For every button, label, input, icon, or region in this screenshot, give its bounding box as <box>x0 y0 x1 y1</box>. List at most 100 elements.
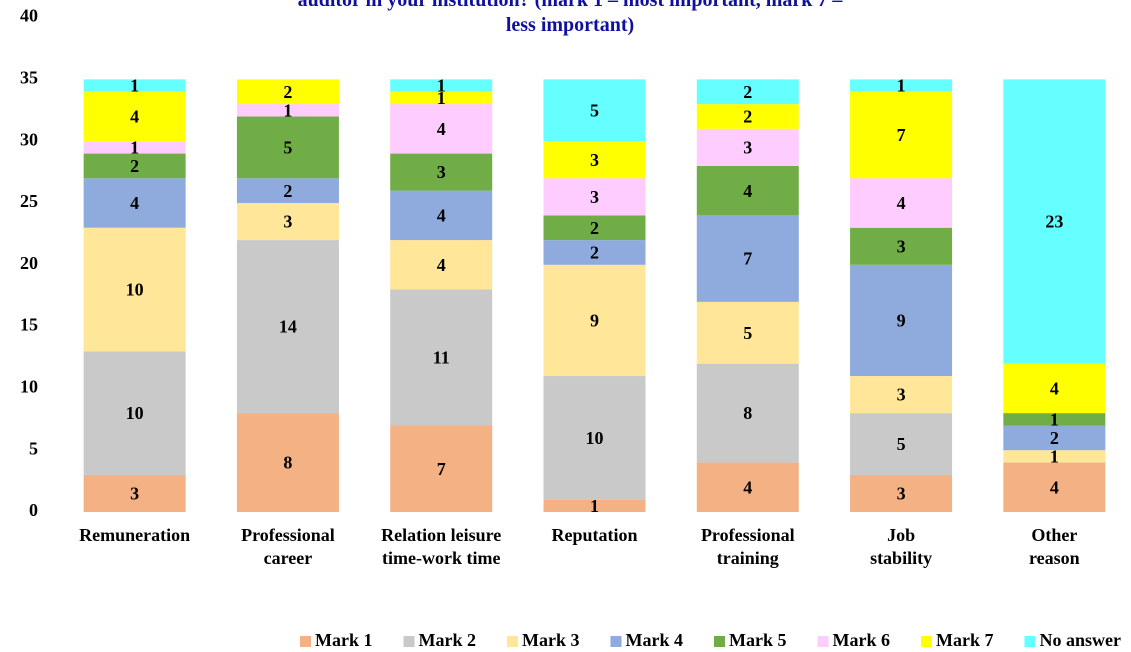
x-tick-label: Professional training <box>701 525 795 568</box>
y-tick-label: 40 <box>20 6 38 26</box>
data-label: 2 <box>590 218 599 238</box>
data-label: 4 <box>897 193 906 213</box>
y-tick-label: 35 <box>20 68 38 88</box>
legend-label: Mark 4 <box>626 630 684 650</box>
data-label: 7 <box>897 125 906 145</box>
bar-segment <box>390 289 493 426</box>
bar-segment <box>236 116 339 179</box>
legend-swatch <box>921 636 932 647</box>
bar-segment <box>543 178 646 216</box>
data-label: 2 <box>743 107 752 127</box>
data-label: 9 <box>897 311 906 331</box>
bar-segment <box>236 178 339 203</box>
legend-swatch <box>1024 636 1036 647</box>
bar-segment <box>83 351 186 475</box>
data-label: 4 <box>437 205 446 225</box>
y-tick-label: 30 <box>20 129 38 149</box>
data-label: 5 <box>743 323 752 343</box>
bar-segment <box>390 79 493 92</box>
data-label: 2 <box>130 156 139 176</box>
y-tick-label: 0 <box>29 500 38 520</box>
data-label: 5 <box>283 138 292 158</box>
data-label: 3 <box>897 385 906 405</box>
legend-swatch <box>403 636 415 647</box>
bar-segment <box>850 264 953 377</box>
bar-segment <box>1003 363 1106 414</box>
bar-segment <box>83 474 186 512</box>
x-tick-label: Other reason <box>1029 525 1080 568</box>
bar-segment <box>696 165 799 216</box>
y-tick-label: 10 <box>20 377 38 397</box>
legend-label: Mark 6 <box>833 630 891 650</box>
data-label: 2 <box>743 82 752 102</box>
data-label: 1 <box>897 76 906 96</box>
y-tick-label: 15 <box>20 315 38 335</box>
data-label: 10 <box>126 403 144 423</box>
data-label: 23 <box>1045 212 1063 232</box>
bar-segment <box>696 462 799 512</box>
data-label: 7 <box>437 459 446 479</box>
data-label: 8 <box>283 453 292 473</box>
bar-segment <box>83 153 186 179</box>
legend-label: No answer <box>1040 630 1122 650</box>
bar-segment <box>850 79 953 92</box>
bar-segment <box>236 104 339 117</box>
data-label: 2 <box>590 243 599 263</box>
bar-segment <box>390 91 493 105</box>
legend-swatch <box>610 636 622 647</box>
data-label: 2 <box>283 82 292 102</box>
legend-label: Mark 1 <box>315 630 373 650</box>
bar-segment <box>83 79 186 92</box>
data-label: 3 <box>590 150 599 170</box>
data-label: 4 <box>743 477 752 497</box>
bar-segment <box>696 104 799 129</box>
bar-segment <box>543 499 646 512</box>
data-label: 8 <box>743 403 752 423</box>
y-tick-label: 5 <box>29 438 38 458</box>
x-tick-label: Job stability <box>870 525 932 568</box>
data-label: 1 <box>130 76 139 96</box>
data-label: 3 <box>283 212 292 232</box>
legend-label: Mark 7 <box>936 630 994 650</box>
data-label: 9 <box>590 311 599 331</box>
data-label: 3 <box>590 187 599 207</box>
bar-segment <box>236 203 339 241</box>
data-label: 10 <box>586 428 604 448</box>
data-label: 4 <box>130 193 139 213</box>
bar-segment <box>236 413 339 512</box>
bar-segment <box>543 215 646 241</box>
data-label: 3 <box>437 162 446 182</box>
legend-swatch <box>300 636 311 647</box>
data-label: 7 <box>743 249 752 269</box>
bar-segment <box>850 474 953 512</box>
data-label: 5 <box>590 100 599 120</box>
data-label: 10 <box>126 280 144 300</box>
x-tick-label: Reputation <box>551 525 637 545</box>
bar-segment <box>850 178 953 228</box>
bar-segment <box>696 128 799 166</box>
data-label: 1 <box>590 496 599 516</box>
y-tick-label: 25 <box>20 191 38 211</box>
bar-segment <box>1003 425 1106 451</box>
data-label: 11 <box>433 348 450 368</box>
legend-swatch <box>714 636 725 647</box>
legend-label: Mark 5 <box>729 630 787 650</box>
data-label: 1 <box>437 76 446 96</box>
data-label: 2 <box>1050 428 1059 448</box>
bar-segment <box>850 91 953 179</box>
bar-segment <box>83 91 186 142</box>
x-tick-label: Professional career <box>241 525 335 568</box>
data-label: 3 <box>743 138 752 158</box>
data-label: 4 <box>1050 379 1059 399</box>
data-label: 4 <box>437 255 446 275</box>
bar-segment <box>543 264 646 377</box>
data-label: 2 <box>283 181 292 201</box>
y-tick-label: 20 <box>20 253 38 273</box>
data-label: 3 <box>130 484 139 504</box>
bar-segment <box>543 240 646 265</box>
bar-segment <box>236 79 339 105</box>
bar-segment <box>543 141 646 179</box>
bar-segment <box>696 215 799 302</box>
